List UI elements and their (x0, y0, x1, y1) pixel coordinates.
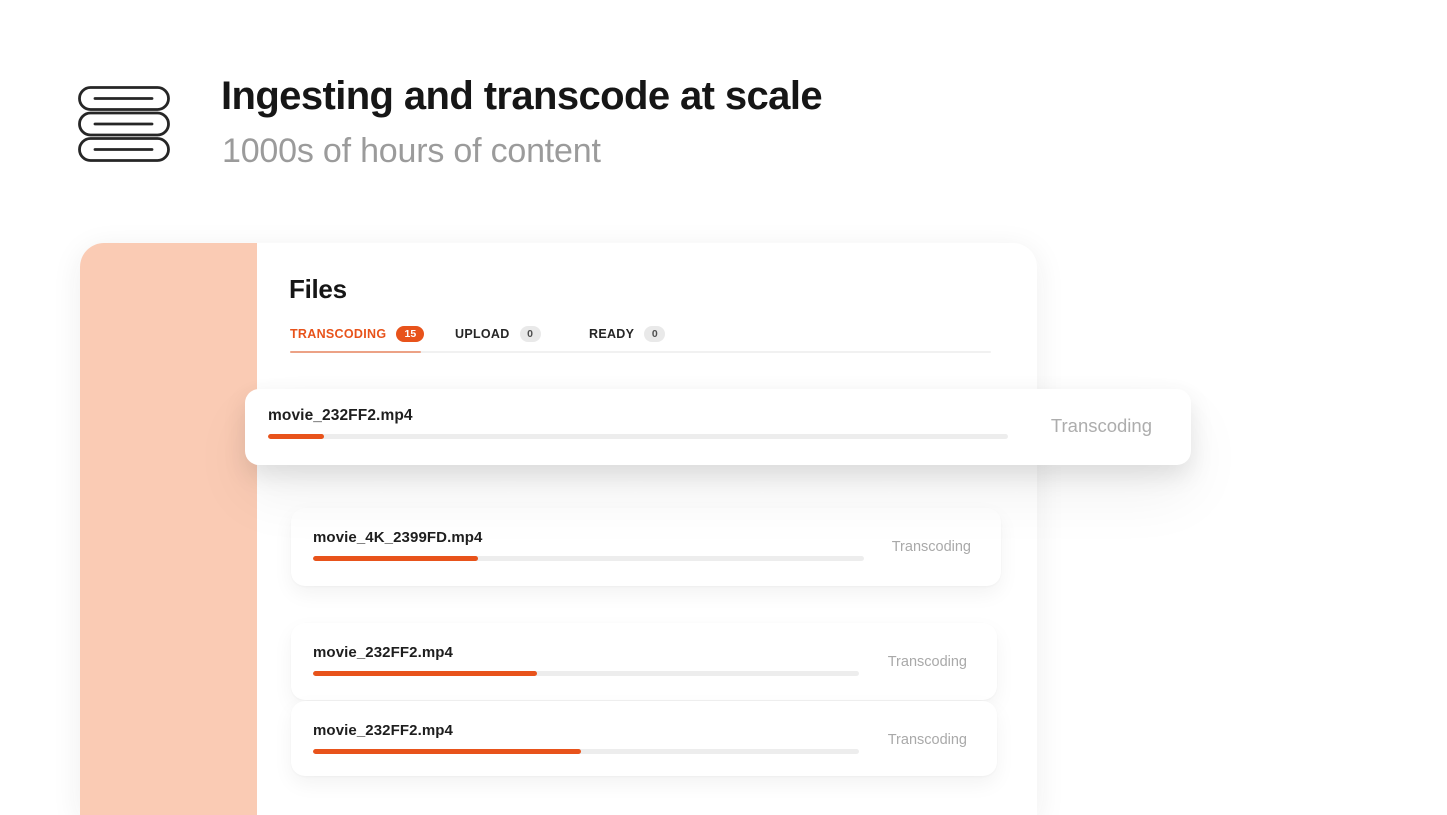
file-status: Transcoding (887, 732, 967, 748)
file-status: Transcoding (887, 654, 967, 670)
page-subtitle: 1000s of hours of content (222, 132, 601, 170)
tab-upload[interactable]: UPLOAD 0 (455, 325, 541, 343)
progress-fill (268, 434, 324, 439)
file-name: movie_4K_2399FD.mp4 (313, 529, 483, 546)
transcoding-count-badge: 15 (396, 326, 425, 342)
upload-count-badge: 0 (519, 326, 541, 342)
card-accent-panel (80, 243, 257, 815)
file-name: movie_232FF2.mp4 (268, 407, 413, 424)
file-name: movie_232FF2.mp4 (313, 722, 453, 739)
progress-bar (313, 671, 859, 676)
ready-count-badge: 0 (644, 326, 666, 342)
tab-ready-label: READY (589, 327, 635, 341)
file-status: Transcoding (1050, 415, 1152, 436)
file-row[interactable]: movie_232FF2.mp4 Transcoding (291, 701, 997, 776)
progress-fill (313, 671, 537, 676)
progress-fill (313, 749, 581, 754)
file-row-dragging[interactable]: movie_232FF2.mp4 Transcoding (245, 389, 1191, 465)
page-title: Ingesting and transcode at scale (221, 74, 823, 118)
tab-upload-label: UPLOAD (455, 327, 510, 341)
tab-transcoding[interactable]: TRANSCODING 15 (290, 325, 425, 343)
progress-bar (268, 434, 1008, 439)
tabs-underline (290, 351, 991, 353)
file-row[interactable]: movie_232FF2.mp4 Transcoding (291, 623, 997, 700)
progress-bar (313, 556, 864, 561)
stack-of-layers-icon (78, 86, 170, 162)
tab-transcoding-label: TRANSCODING (290, 327, 387, 341)
progress-bar (313, 749, 859, 754)
files-heading: Files (289, 274, 347, 304)
tab-ready[interactable]: READY 0 (589, 325, 666, 343)
file-name: movie_232FF2.mp4 (313, 644, 453, 661)
file-status: Transcoding (891, 539, 971, 555)
active-tab-indicator (290, 351, 421, 353)
file-row[interactable]: movie_4K_2399FD.mp4 Transcoding (291, 508, 1001, 586)
progress-fill (313, 556, 479, 561)
